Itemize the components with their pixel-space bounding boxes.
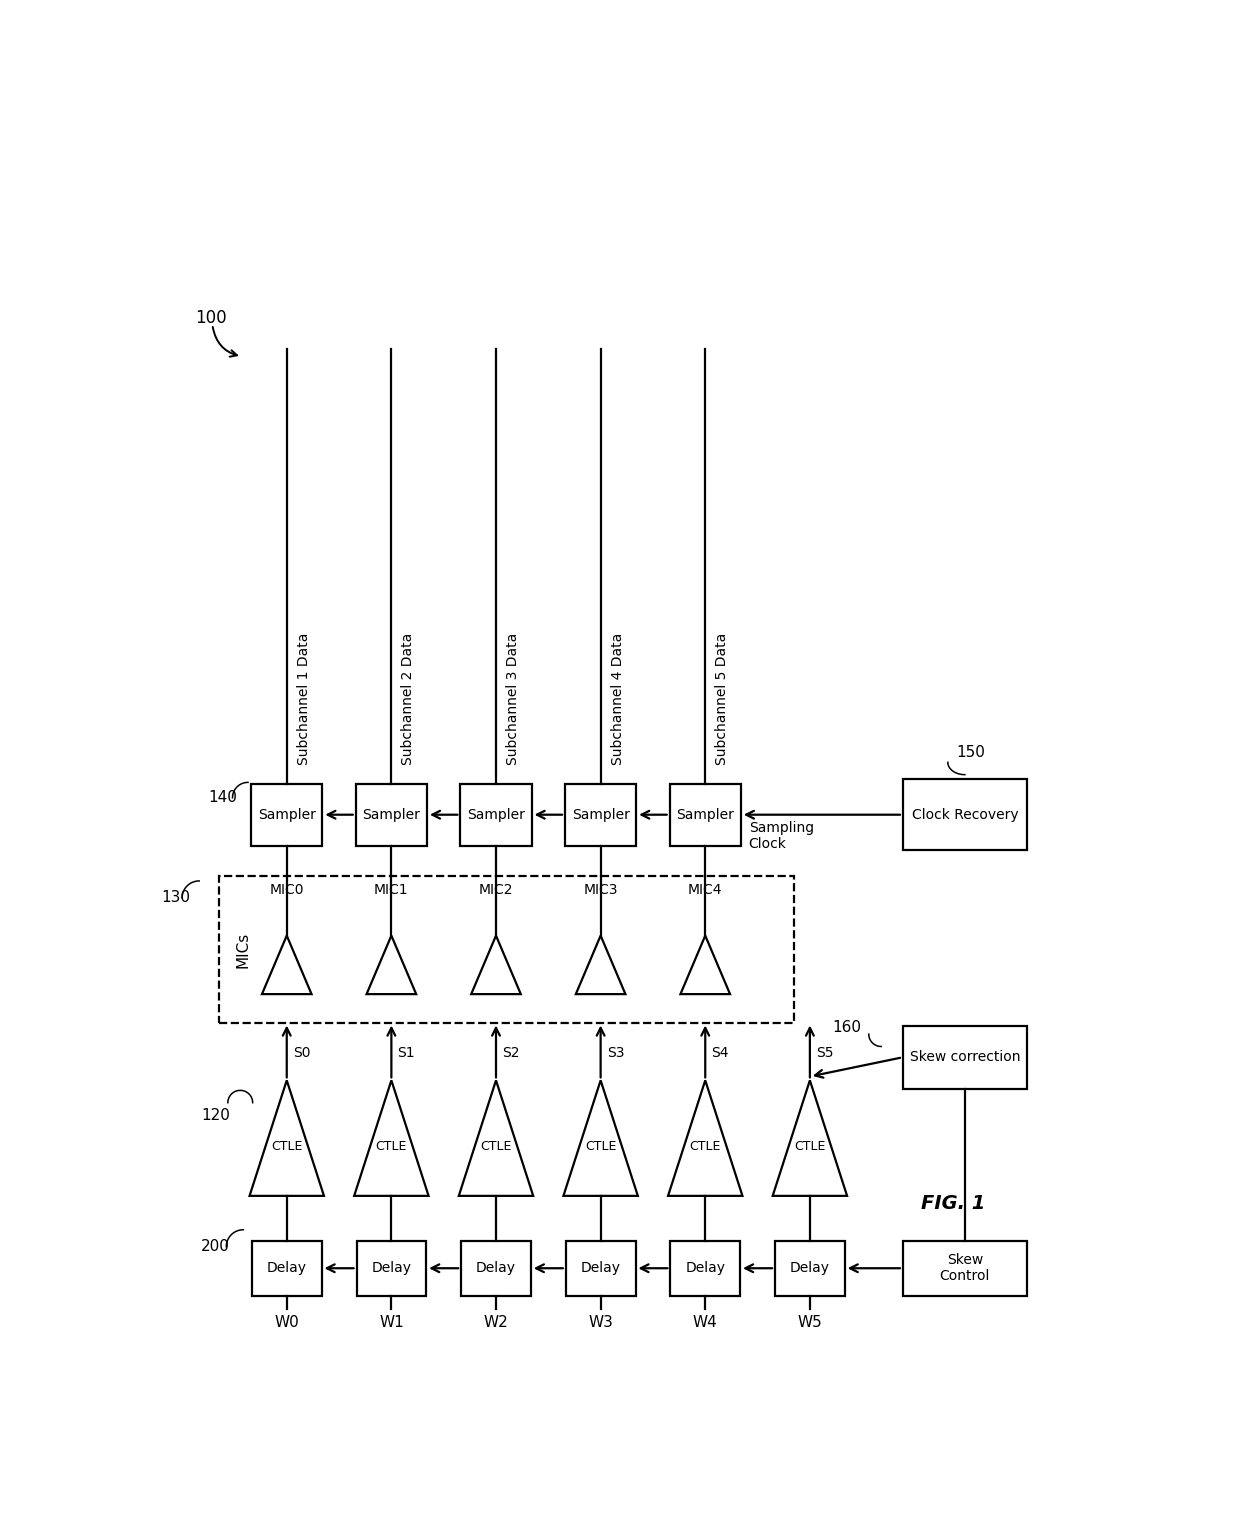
Text: Subchannel 4 Data: Subchannel 4 Data [611,632,625,764]
Text: Sampler: Sampler [676,808,734,822]
Bar [903,1241,1027,1296]
Text: 200: 200 [201,1239,229,1255]
Text: MICs: MICs [236,931,250,968]
Text: 120: 120 [201,1108,229,1123]
Text: 130: 130 [161,890,191,905]
Text: W4: W4 [693,1316,718,1330]
Text: W1: W1 [379,1316,404,1330]
Bar [461,1241,531,1296]
Text: MIC4: MIC4 [688,884,723,897]
Bar [252,1241,321,1296]
Text: MIC2: MIC2 [479,884,513,897]
Bar [565,784,636,845]
Bar [903,779,1027,850]
Text: CTLE: CTLE [376,1140,407,1154]
Text: Delay: Delay [580,1261,621,1275]
Text: Subchannel 2 Data: Subchannel 2 Data [402,632,415,764]
Bar [357,1241,427,1296]
Text: Delay: Delay [267,1261,306,1275]
Text: W0: W0 [274,1316,299,1330]
Bar [671,1241,740,1296]
Text: 150: 150 [956,746,986,759]
Text: Delay: Delay [790,1261,830,1275]
Text: W2: W2 [484,1316,508,1330]
Text: Delay: Delay [371,1261,412,1275]
Bar [460,784,532,845]
Text: Subchannel 3 Data: Subchannel 3 Data [506,632,520,764]
Text: MIC0: MIC0 [269,884,304,897]
Text: Clock Recovery: Clock Recovery [911,808,1018,822]
Text: CTLE: CTLE [272,1140,303,1154]
Text: S1: S1 [398,1046,415,1060]
Text: FIG. 1: FIG. 1 [921,1193,986,1213]
Bar [250,784,322,845]
Text: MIC1: MIC1 [374,884,409,897]
Text: Sampler: Sampler [362,808,420,822]
Bar [903,1026,1027,1089]
Text: W5: W5 [797,1316,822,1330]
Text: S4: S4 [712,1046,729,1060]
Text: S3: S3 [606,1046,624,1060]
Bar [565,1241,635,1296]
Text: Delay: Delay [686,1261,725,1275]
Bar [670,784,742,845]
Bar [775,1241,844,1296]
Bar [218,876,795,1023]
Text: CTLE: CTLE [689,1140,720,1154]
Text: S5: S5 [816,1046,833,1060]
Bar [356,784,427,845]
Text: CTLE: CTLE [585,1140,616,1154]
Text: 160: 160 [832,1020,862,1035]
Text: Subchannel 1 Data: Subchannel 1 Data [296,632,311,764]
Text: Sampler: Sampler [258,808,316,822]
Text: CTLE: CTLE [480,1140,512,1154]
Text: S0: S0 [293,1046,310,1060]
Text: Subchannel 5 Data: Subchannel 5 Data [715,632,729,764]
Text: Delay: Delay [476,1261,516,1275]
Text: Sampler: Sampler [572,808,630,822]
Text: Sampler: Sampler [467,808,525,822]
Text: Skew
Control: Skew Control [940,1253,990,1284]
Text: Sampling
Clock: Sampling Clock [749,821,813,851]
Text: 100: 100 [195,308,227,327]
Text: 140: 140 [208,790,238,805]
Text: MIC3: MIC3 [583,884,618,897]
Text: Skew correction: Skew correction [910,1051,1021,1065]
Text: S2: S2 [502,1046,520,1060]
Text: CTLE: CTLE [794,1140,826,1154]
Text: W3: W3 [588,1316,613,1330]
